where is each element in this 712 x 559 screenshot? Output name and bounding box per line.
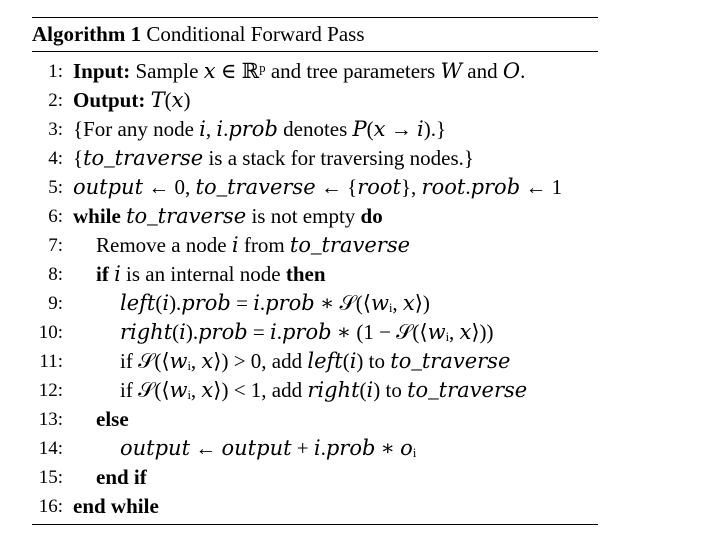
algorithm-line: 2: Output: 𝑇(𝑥): [32, 86, 598, 115]
line-body: while 𝑡𝑜_𝑡𝑟𝑎𝑣𝑒𝑟𝑠𝑒 is not empty do: [73, 202, 383, 231]
line-number: 8:: [48, 264, 63, 285]
line-body: {For any node 𝑖, 𝑖.𝑝𝑟𝑜𝑏 denotes 𝑃(𝑥 → 𝑖)…: [73, 115, 446, 144]
keyword-end: do: [360, 204, 383, 228]
keyword: else: [96, 407, 129, 431]
line-number: 3:: [48, 119, 63, 140]
algorithm-line: 8: if 𝑖 is an internal node then: [32, 260, 598, 289]
top-rule: [32, 17, 598, 18]
algorithm-line: 4: {𝑡𝑜_𝑡𝑟𝑎𝑣𝑒𝑟𝑠𝑒 is a stack for traversin…: [32, 144, 598, 173]
line-body: if 𝒮(⟨𝑤ᵢ, 𝑥⟩) < 1, add 𝑟𝑖𝑔ℎ𝑡(𝑖) to 𝑡𝑜_𝑡𝑟…: [120, 376, 527, 405]
caption-label: Algorithm 1: [32, 22, 142, 46]
line-number: 13:: [38, 409, 63, 430]
algorithm-line: 5: 𝑜𝑢𝑡𝑝𝑢𝑡 ← 0, 𝑡𝑜_𝑡𝑟𝑎𝑣𝑒𝑟𝑠𝑒 ← {𝑟𝑜𝑜𝑡}, 𝑟𝑜𝑜…: [32, 173, 598, 202]
line-number: 9:: [48, 293, 63, 314]
line-text: 𝑇(𝑥): [150, 88, 191, 112]
line-number: 15:: [38, 467, 63, 488]
line-text: 𝑖 is an internal node: [114, 262, 281, 286]
line-text: 𝑙𝑒𝑓𝑡(𝑖).𝑝𝑟𝑜𝑏 = 𝑖.𝑝𝑟𝑜𝑏 ∗ 𝒮(⟨𝑤ᵢ, 𝑥⟩): [120, 291, 430, 315]
bottom-rule: [32, 524, 598, 525]
algorithm-line: 13: else: [32, 405, 598, 434]
line-number: 6:: [48, 206, 63, 227]
line-text: 𝑜𝑢𝑡𝑝𝑢𝑡 ← 𝑜𝑢𝑡𝑝𝑢𝑡 + 𝑖.𝑝𝑟𝑜𝑏 ∗ 𝑜ᵢ: [120, 436, 417, 460]
line-body: 𝑟𝑖𝑔ℎ𝑡(𝑖).𝑝𝑟𝑜𝑏 = 𝑖.𝑝𝑟𝑜𝑏 ∗ (1 − 𝒮(⟨𝑤ᵢ, 𝑥⟩)…: [120, 318, 494, 347]
algorithm-line: 12: if 𝒮(⟨𝑤ᵢ, 𝑥⟩) < 1, add 𝑟𝑖𝑔ℎ𝑡(𝑖) to 𝑡…: [32, 376, 598, 405]
line-text: if 𝒮(⟨𝑤ᵢ, 𝑥⟩) > 0, add 𝑙𝑒𝑓𝑡(𝑖) to 𝑡𝑜_𝑡𝑟𝑎…: [120, 349, 511, 373]
line-body: {𝑡𝑜_𝑡𝑟𝑎𝑣𝑒𝑟𝑠𝑒 is a stack for traversing n…: [73, 144, 474, 173]
line-body: 𝑜𝑢𝑡𝑝𝑢𝑡 ← 𝑜𝑢𝑡𝑝𝑢𝑡 + 𝑖.𝑝𝑟𝑜𝑏 ∗ 𝑜ᵢ: [120, 434, 416, 463]
line-body: else: [96, 405, 129, 434]
caption-rule: [32, 51, 598, 52]
caption-title: Conditional Forward Pass: [146, 22, 365, 46]
keyword: if: [96, 262, 109, 286]
line-number: 5:: [48, 177, 63, 198]
line-text: if 𝒮(⟨𝑤ᵢ, 𝑥⟩) < 1, add 𝑟𝑖𝑔ℎ𝑡(𝑖) to 𝑡𝑜_𝑡𝑟…: [120, 378, 528, 402]
line-body: if 𝑖 is an internal node then: [96, 260, 326, 289]
line-number: 1:: [48, 61, 63, 82]
line-body: end while: [73, 492, 159, 521]
line-number: 14:: [38, 438, 63, 459]
line-body: 𝑙𝑒𝑓𝑡(𝑖).𝑝𝑟𝑜𝑏 = 𝑖.𝑝𝑟𝑜𝑏 ∗ 𝒮(⟨𝑤ᵢ, 𝑥⟩): [120, 289, 430, 318]
line-text: 𝑡𝑜_𝑡𝑟𝑎𝑣𝑒𝑟𝑠𝑒 is not empty: [126, 204, 356, 228]
line-body: Input: Sample 𝑥 ∈ ℝᵖ and tree parameters…: [73, 57, 525, 86]
line-text: {𝑡𝑜_𝑡𝑟𝑎𝑣𝑒𝑟𝑠𝑒 is a stack for traversing n…: [73, 146, 474, 170]
keyword: Output:: [73, 88, 146, 112]
line-number: 16:: [38, 496, 63, 517]
line-number: 7:: [48, 235, 63, 256]
line-number: 10:: [38, 322, 63, 343]
keyword: while: [73, 204, 121, 228]
line-text: Sample 𝑥 ∈ ℝᵖ and tree parameters 𝑊 and …: [135, 59, 526, 83]
algorithm-caption: Algorithm 1 Conditional Forward Pass: [32, 18, 598, 51]
algorithm-line: 11: if 𝒮(⟨𝑤ᵢ, 𝑥⟩) > 0, add 𝑙𝑒𝑓𝑡(𝑖) to 𝑡𝑜…: [32, 347, 598, 376]
keyword: Input:: [73, 59, 131, 83]
line-number: 2:: [48, 90, 63, 111]
line-text: 𝑜𝑢𝑡𝑝𝑢𝑡 ← 0, 𝑡𝑜_𝑡𝑟𝑎𝑣𝑒𝑟𝑠𝑒 ← {𝑟𝑜𝑜𝑡}, 𝑟𝑜𝑜𝑡.𝑝…: [73, 175, 563, 199]
line-body: if 𝒮(⟨𝑤ᵢ, 𝑥⟩) > 0, add 𝑙𝑒𝑓𝑡(𝑖) to 𝑡𝑜_𝑡𝑟𝑎…: [120, 347, 510, 376]
algorithm-line: 9: 𝑙𝑒𝑓𝑡(𝑖).𝑝𝑟𝑜𝑏 = 𝑖.𝑝𝑟𝑜𝑏 ∗ 𝒮(⟨𝑤ᵢ, 𝑥⟩): [32, 289, 598, 318]
line-text: Remove a node 𝑖 from 𝑡𝑜_𝑡𝑟𝑎𝑣𝑒𝑟𝑠𝑒: [96, 233, 411, 257]
keyword: end while: [73, 494, 159, 518]
algorithm-block: Algorithm 1 Conditional Forward Pass 1: …: [32, 17, 598, 525]
algorithm-line: 6: while 𝑡𝑜_𝑡𝑟𝑎𝑣𝑒𝑟𝑠𝑒 is not empty do: [32, 202, 598, 231]
line-body: Output: 𝑇(𝑥): [73, 86, 190, 115]
line-number: 11:: [39, 351, 63, 372]
line-body: Remove a node 𝑖 from 𝑡𝑜_𝑡𝑟𝑎𝑣𝑒𝑟𝑠𝑒: [96, 231, 410, 260]
line-text: {For any node 𝑖, 𝑖.𝑝𝑟𝑜𝑏 denotes 𝑃(𝑥 → 𝑖)…: [73, 117, 447, 141]
algorithm-line: 1: Input: Sample 𝑥 ∈ ℝᵖ and tree paramet…: [32, 57, 598, 86]
algorithm-line: 14: 𝑜𝑢𝑡𝑝𝑢𝑡 ← 𝑜𝑢𝑡𝑝𝑢𝑡 + 𝑖.𝑝𝑟𝑜𝑏 ∗ 𝑜ᵢ: [32, 434, 598, 463]
line-body: 𝑜𝑢𝑡𝑝𝑢𝑡 ← 0, 𝑡𝑜_𝑡𝑟𝑎𝑣𝑒𝑟𝑠𝑒 ← {𝑟𝑜𝑜𝑡}, 𝑟𝑜𝑜𝑡.𝑝…: [73, 173, 562, 202]
keyword: end if: [96, 465, 147, 489]
line-number: 4:: [48, 148, 63, 169]
algorithm-line: 7: Remove a node 𝑖 from 𝑡𝑜_𝑡𝑟𝑎𝑣𝑒𝑟𝑠𝑒: [32, 231, 598, 260]
algorithm-line: 10: 𝑟𝑖𝑔ℎ𝑡(𝑖).𝑝𝑟𝑜𝑏 = 𝑖.𝑝𝑟𝑜𝑏 ∗ (1 − 𝒮(⟨𝑤ᵢ,…: [32, 318, 598, 347]
line-text: 𝑟𝑖𝑔ℎ𝑡(𝑖).𝑝𝑟𝑜𝑏 = 𝑖.𝑝𝑟𝑜𝑏 ∗ (1 − 𝒮(⟨𝑤ᵢ, 𝑥⟩)…: [120, 320, 494, 344]
line-body: end if: [96, 463, 147, 492]
algorithm-line: 3: {For any node 𝑖, 𝑖.𝑝𝑟𝑜𝑏 denotes 𝑃(𝑥 →…: [32, 115, 598, 144]
keyword-end: then: [285, 262, 326, 286]
algorithm-line: 16: end while: [32, 492, 598, 521]
line-number: 12:: [38, 380, 63, 401]
algorithm-line: 15: end if: [32, 463, 598, 492]
algorithm-lines: 1: Input: Sample 𝑥 ∈ ℝᵖ and tree paramet…: [32, 52, 598, 524]
